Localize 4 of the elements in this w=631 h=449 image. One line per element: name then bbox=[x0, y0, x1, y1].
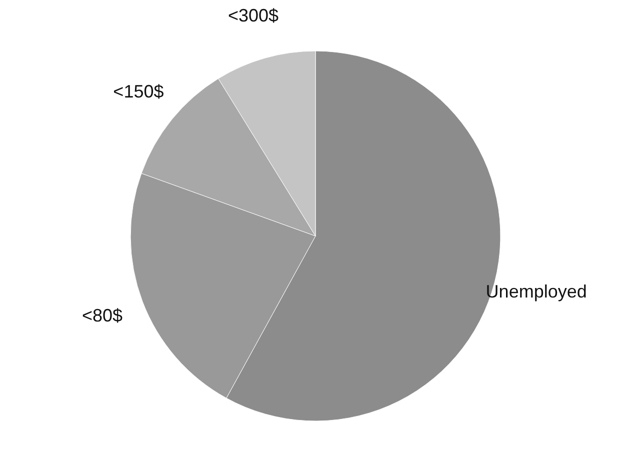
slice-label: <150$ bbox=[113, 81, 164, 102]
slice-label: Unemployed bbox=[486, 282, 587, 302]
slice-label: <80$ bbox=[82, 306, 122, 326]
slice-label: <300$ bbox=[228, 6, 279, 26]
